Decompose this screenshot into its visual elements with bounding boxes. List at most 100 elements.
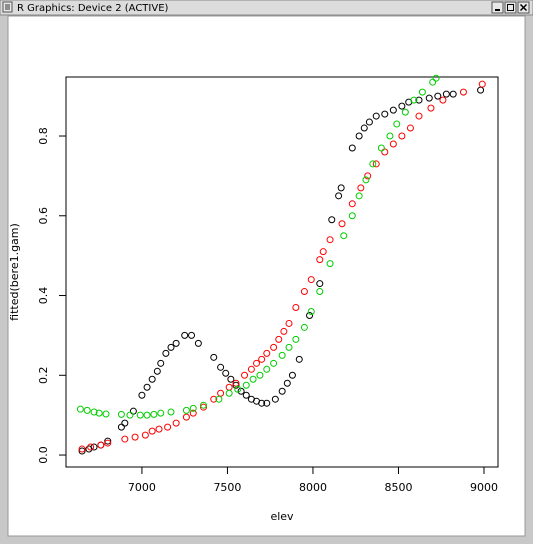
point [241,371,249,379]
y-tick-label: 0.0 [37,446,50,464]
point [439,96,447,104]
point [78,447,86,455]
point [337,184,345,192]
minimize-button[interactable] [491,1,504,14]
point [410,96,418,104]
point [348,144,356,152]
point [326,260,334,268]
point [217,363,225,371]
point [234,385,242,393]
x-tick-label: 9000 [470,481,498,494]
point [381,148,389,156]
point [104,437,112,445]
point [372,160,380,168]
point [181,331,189,339]
x-tick-label: 7500 [213,481,241,494]
point [148,375,156,383]
point [247,365,255,373]
point [365,118,373,126]
point [104,439,112,447]
point [172,339,180,347]
point [377,144,385,152]
y-tick-label: 0.6 [37,207,50,225]
point [237,387,245,395]
point [425,94,433,102]
point [148,427,156,435]
point [78,445,86,453]
point [478,80,486,88]
window-title: R Graphics: Device 2 (ACTIVE) [17,3,169,14]
y-tick-label: 0.8 [37,127,50,145]
point [215,395,223,403]
point [278,387,286,395]
point [253,359,261,367]
point [222,369,230,377]
point [117,423,125,431]
point [295,355,303,363]
point [306,311,314,319]
point [242,381,250,389]
point [285,319,293,327]
point [401,108,409,116]
point [150,410,158,418]
point [182,406,190,414]
point [357,184,365,192]
point [200,403,208,411]
point [97,441,105,449]
point [210,395,218,403]
point [258,399,266,407]
point [182,413,190,421]
point [138,391,146,399]
point [117,410,125,418]
point [442,90,450,98]
point [348,212,356,220]
point [157,359,165,367]
point [164,423,172,431]
point [95,409,103,417]
maximize-button[interactable] [504,1,517,14]
point [360,124,368,132]
point [87,443,95,451]
point [121,419,129,427]
point [292,335,300,343]
point [415,96,423,104]
menu-icon[interactable] [2,1,13,13]
y-tick-label: 0.2 [37,367,50,385]
point [263,365,271,373]
point [355,192,363,200]
x-tick-label: 7000 [128,481,156,494]
point [102,410,110,418]
point [200,401,208,409]
point [427,104,435,112]
point [316,288,324,296]
point [406,124,414,132]
point [194,339,202,347]
point [189,404,197,412]
point [270,359,278,367]
point [249,375,257,383]
point [283,379,291,387]
point [188,331,196,339]
point [319,248,327,256]
point [271,395,279,403]
point [434,92,442,100]
point [326,236,334,244]
point [381,110,389,118]
point [386,132,394,140]
plot-canvas [7,15,526,537]
point [459,88,467,96]
point [232,381,240,389]
close-button[interactable] [517,1,530,14]
y-tick-label: 0.4 [37,287,50,305]
point [278,351,286,359]
point [263,399,271,407]
point [167,408,175,416]
point [258,355,266,363]
point [256,371,264,379]
point [90,408,98,416]
point [263,349,271,357]
point [126,411,134,419]
point [143,411,151,419]
